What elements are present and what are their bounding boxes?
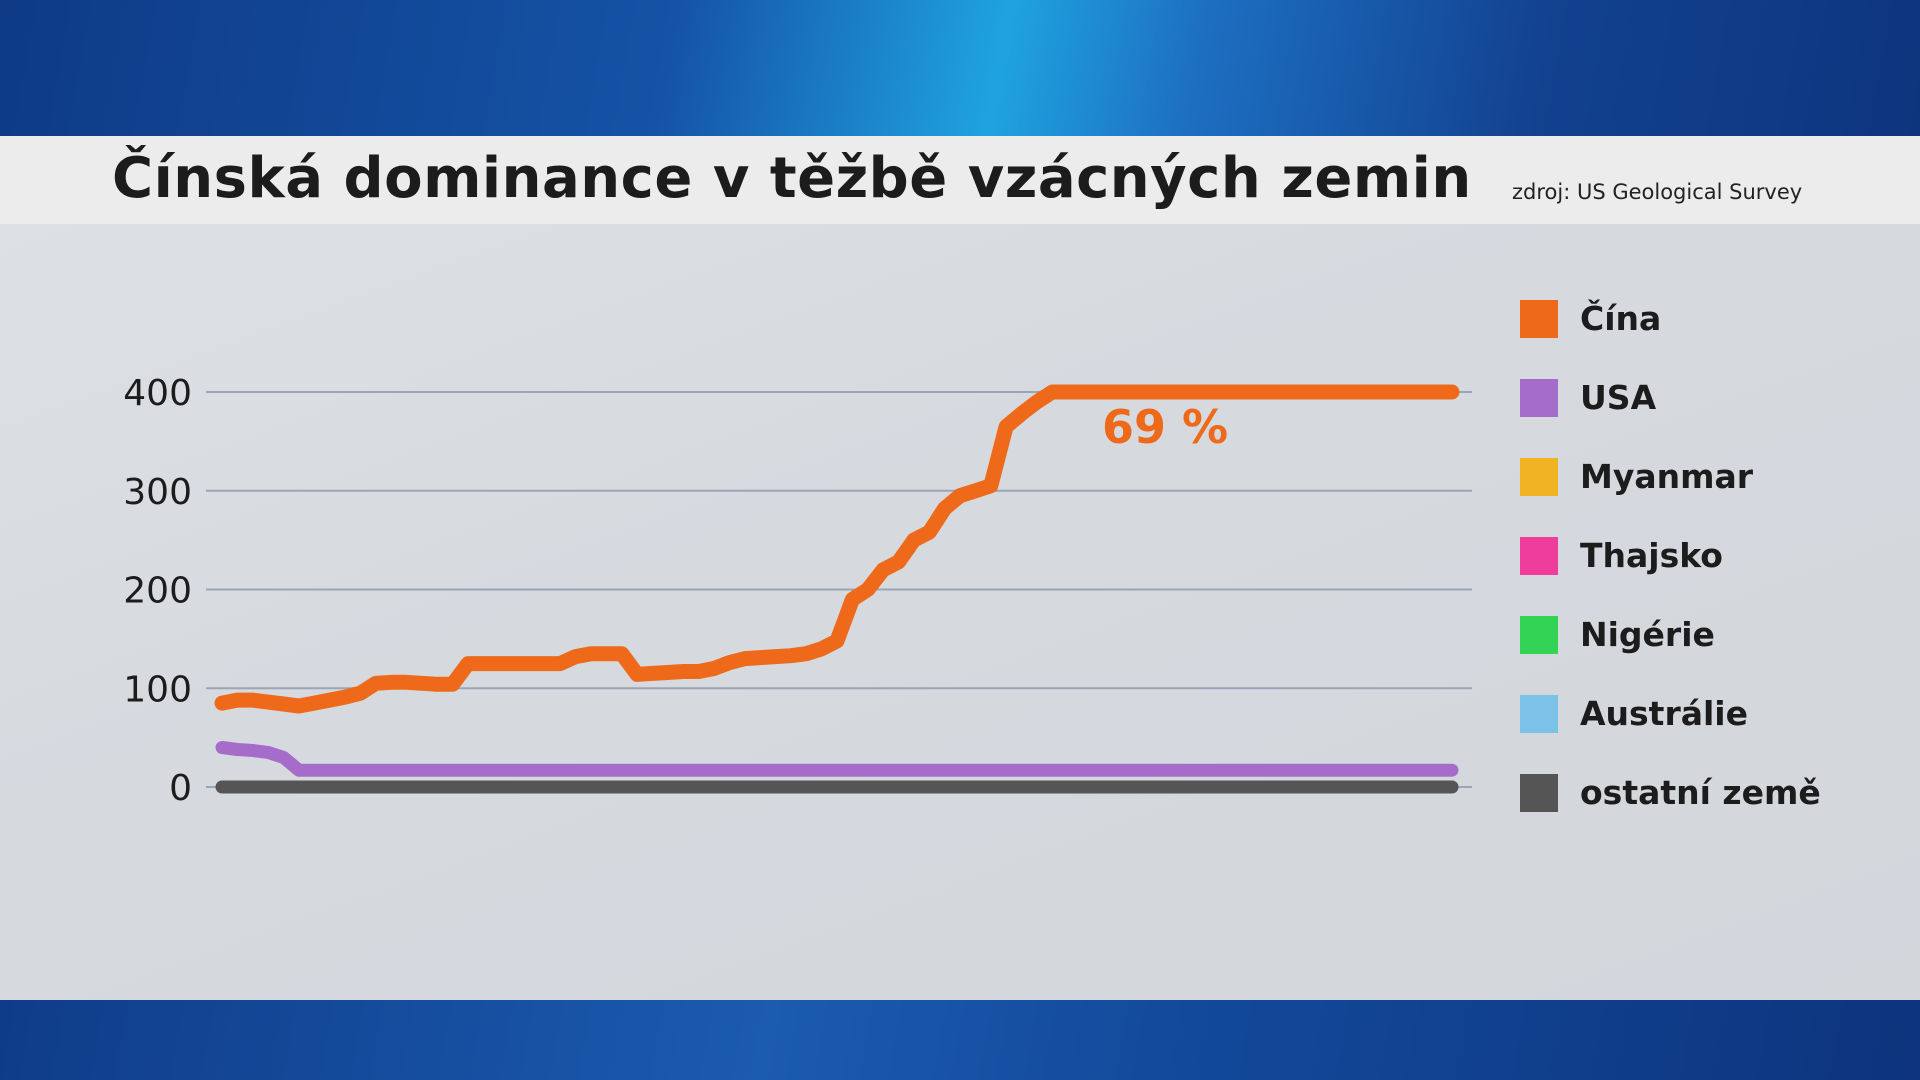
legend: Čína USA Myanmar Thajsko Nigérie Austrálie ost… (1520, 300, 1900, 853)
legend-label: USA (1580, 378, 1657, 417)
legend-label: Čína (1580, 299, 1662, 338)
y-tick-label: 300 (123, 472, 192, 513)
legend-label: ostatní země (1580, 773, 1821, 812)
series-line-usa (215, 741, 1459, 777)
legend-item: USA (1520, 379, 1900, 458)
legend-label: Myanmar (1580, 457, 1754, 496)
source-note: zdroj: US Geological Survey (1512, 180, 1803, 204)
legend-item: ostatní země (1520, 774, 1900, 853)
legend-item: Čína (1520, 300, 1900, 379)
legend-label: Thajsko (1580, 536, 1723, 575)
legend-swatch (1520, 379, 1558, 417)
legend-label: Nigérie (1580, 615, 1715, 654)
legend-label: Austrálie (1580, 694, 1748, 733)
legend-item: Myanmar (1520, 458, 1900, 537)
chart-title: Čínská dominance v těžbě vzácných zemin (112, 146, 1472, 211)
legend-swatch (1520, 458, 1558, 496)
legend-swatch (1520, 537, 1558, 575)
series-line-čína (214, 384, 1460, 714)
legend-swatch (1520, 300, 1558, 338)
y-tick-label: 200 (123, 571, 192, 612)
legend-item: Nigérie (1520, 616, 1900, 695)
series-lines (214, 384, 1460, 794)
y-tick-label: 100 (123, 669, 192, 710)
legend-swatch (1520, 695, 1558, 733)
y-tick-label: 400 (123, 373, 192, 414)
background-bottom-band (0, 1000, 1920, 1080)
legend-item: Thajsko (1520, 537, 1900, 616)
legend-swatch (1520, 774, 1558, 812)
grid-lines (206, 391, 1472, 788)
title-bar (0, 136, 1920, 224)
china-share-annotation: 69 % (1102, 400, 1228, 454)
y-axis-tick-labels: 0 100 200 300 400 (123, 373, 192, 809)
background-top-band (0, 0, 1920, 140)
legend-item: Austrálie (1520, 695, 1900, 774)
chart-panel (0, 224, 1920, 1000)
y-tick-label: 0 (169, 768, 192, 809)
legend-swatch (1520, 616, 1558, 654)
